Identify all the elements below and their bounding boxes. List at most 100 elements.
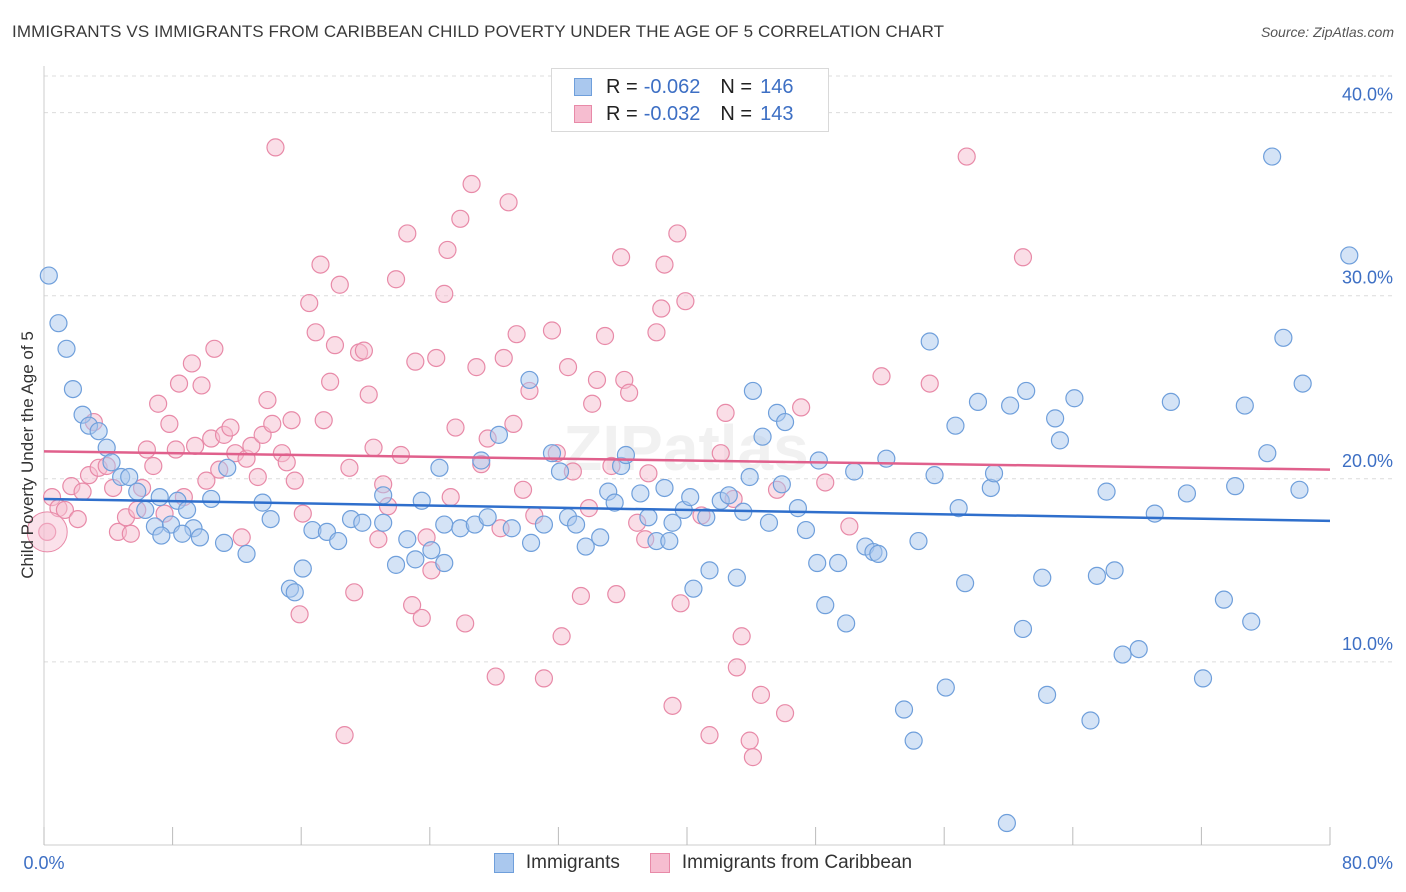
caribbean-point <box>668 224 687 243</box>
caribbean-point <box>732 627 751 646</box>
caribbean-point <box>248 467 267 487</box>
caribbean-point <box>499 193 518 212</box>
immigrants-point <box>1235 396 1254 415</box>
caribbean-point <box>340 458 359 477</box>
caribbean-point <box>277 453 296 472</box>
immigrants-point <box>727 568 746 587</box>
immigrants-point <box>534 515 554 534</box>
immigrants-point <box>740 467 759 487</box>
caribbean-point <box>639 464 658 483</box>
immigrants-point <box>293 559 312 578</box>
immigrants-point <box>955 574 975 593</box>
immigrants-point <box>949 499 968 518</box>
caribbean-point <box>359 385 378 404</box>
immigrants-point <box>697 508 716 527</box>
caribbean-point <box>1013 248 1033 267</box>
immigrants-point <box>655 478 674 498</box>
series-legend: Immigrants Immigrants from Caribbean <box>0 852 1406 874</box>
caribbean-point <box>192 376 211 395</box>
immigrants-point <box>1258 444 1277 463</box>
immigrants-point <box>1017 381 1036 401</box>
legend-swatch-blue <box>493 853 514 873</box>
immigrants-point <box>1113 645 1132 664</box>
immigrants-point <box>550 462 570 481</box>
legend-label: Immigrants from Caribbean <box>681 852 913 873</box>
trend-lines <box>43 450 1331 523</box>
immigrants-point <box>435 515 454 534</box>
immigrants-point <box>743 381 763 401</box>
immigrants-point <box>177 500 197 520</box>
caribbean-point <box>306 323 325 342</box>
caribbean-point <box>398 224 417 243</box>
caribbean-point <box>727 658 746 677</box>
caribbean-point <box>534 669 554 688</box>
caribbean-point <box>285 471 304 490</box>
caribbean-point <box>652 299 671 318</box>
caribbean-point <box>386 270 406 289</box>
immigrants-point <box>981 478 1000 498</box>
caribbean-point <box>751 685 771 704</box>
immigrants-point <box>925 466 944 485</box>
n-value: 146 <box>760 75 794 98</box>
immigrants-point <box>759 513 779 532</box>
immigrants-point <box>869 544 888 563</box>
legend-item-caribbean[interactable]: Immigrants from Caribbean <box>649 852 913 874</box>
caribbean-point <box>166 440 185 459</box>
caribbean-point <box>364 438 383 457</box>
immigrants-point <box>909 531 928 551</box>
immigrants-point <box>1290 480 1309 499</box>
legend-item-immigrants[interactable]: Immigrants <box>493 852 620 874</box>
caribbean-point <box>451 209 470 228</box>
x-tick-label: 0.0% <box>23 853 64 873</box>
immigrants-point <box>57 339 76 358</box>
caribbean-point <box>507 325 526 344</box>
immigrants-point <box>663 513 682 532</box>
caribbean-point <box>587 370 607 390</box>
trend-line-immigrants <box>43 497 1331 523</box>
immigrants-point <box>214 533 234 552</box>
watermark: ZIPatlas <box>563 412 808 484</box>
immigrants-point <box>1046 409 1065 428</box>
n-label: N = <box>720 75 753 98</box>
immigrants-point <box>173 524 192 543</box>
immigrants-point <box>829 553 848 573</box>
caribbean-point <box>205 339 224 358</box>
caribbean-point <box>321 372 340 391</box>
trend-line-caribbean <box>43 450 1331 471</box>
immigrants-point <box>398 530 417 549</box>
immigrants-point <box>1081 711 1100 730</box>
source-credit: Source: ZipAtlas.com <box>1260 24 1394 40</box>
immigrants-point <box>845 462 864 481</box>
caribbean-point <box>700 726 719 745</box>
caribbean-point <box>655 255 674 274</box>
immigrants-point <box>1242 612 1261 631</box>
immigrants-point <box>837 614 856 633</box>
caribbean-point <box>775 704 795 723</box>
immigrants-point <box>150 488 169 507</box>
caribbean-point <box>676 292 695 311</box>
immigrants-point <box>1065 389 1084 408</box>
caribbean-point <box>144 456 163 476</box>
caribbean-point <box>345 583 364 602</box>
immigrants-point <box>1293 374 1312 393</box>
immigrants-point <box>478 508 497 527</box>
immigrants-point <box>1161 392 1180 412</box>
immigrants-point <box>49 314 68 333</box>
immigrants-point <box>631 484 650 503</box>
series-immigrants-points <box>39 147 1359 833</box>
caribbean-point <box>330 275 349 294</box>
caribbean-point <box>160 414 179 433</box>
immigrants-point <box>1105 561 1124 580</box>
immigrants-point <box>816 596 835 615</box>
immigrants-point <box>660 531 679 551</box>
immigrants-point <box>353 513 372 532</box>
immigrants-point <box>386 555 406 574</box>
immigrants-point <box>1001 396 1020 415</box>
immigrants-point <box>374 513 393 532</box>
y-axis-label: Child Poverty Under the Age of 5 <box>18 331 37 579</box>
immigrants-point <box>120 467 139 487</box>
immigrants-point <box>788 499 808 518</box>
immigrants-point <box>406 550 425 569</box>
caribbean-point <box>558 358 578 377</box>
caribbean-point <box>716 403 735 422</box>
